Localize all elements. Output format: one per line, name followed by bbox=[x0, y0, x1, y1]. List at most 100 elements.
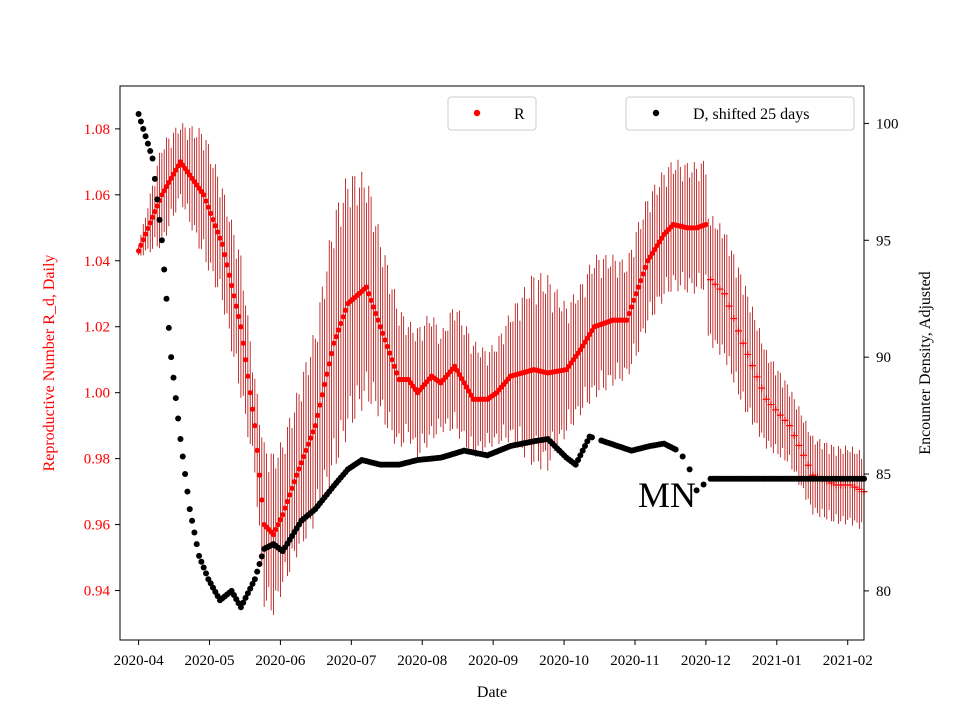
r-point bbox=[217, 235, 223, 241]
r-projected-point bbox=[730, 314, 738, 322]
d-point bbox=[193, 541, 200, 548]
legend-r-box bbox=[447, 96, 537, 131]
d-point bbox=[172, 395, 179, 402]
r-point bbox=[315, 412, 321, 418]
r-point bbox=[377, 324, 383, 330]
r-point bbox=[389, 357, 395, 363]
r-point bbox=[454, 367, 460, 374]
r-point bbox=[252, 423, 258, 429]
r-point bbox=[233, 303, 239, 309]
d-point bbox=[147, 148, 154, 155]
legend-d-label: D, shifted 25 days bbox=[693, 106, 809, 123]
r-projected-point bbox=[790, 432, 798, 440]
r-projected-point bbox=[786, 422, 794, 430]
d-point bbox=[700, 481, 707, 488]
r-projected-point bbox=[767, 401, 775, 409]
r-projected-point bbox=[776, 411, 784, 419]
r-point bbox=[201, 192, 207, 198]
d-point bbox=[142, 133, 149, 140]
r-point bbox=[456, 371, 463, 378]
r-projected-point bbox=[734, 327, 742, 335]
r-point bbox=[205, 204, 211, 210]
d-point bbox=[144, 140, 151, 147]
r-point bbox=[173, 167, 179, 173]
r-point bbox=[154, 203, 160, 209]
r-projected-point bbox=[855, 485, 863, 493]
r-point bbox=[628, 304, 635, 310]
d-point bbox=[158, 237, 165, 244]
r-point bbox=[166, 179, 172, 186]
r-point bbox=[142, 231, 149, 237]
y-left-tick-label: 0.96 bbox=[84, 518, 111, 534]
y-left-tick-label: 1.02 bbox=[84, 320, 110, 336]
r-projected-point bbox=[795, 441, 803, 449]
r-point bbox=[319, 392, 325, 398]
r-point bbox=[136, 248, 142, 254]
d-point bbox=[251, 576, 258, 583]
r-point bbox=[652, 246, 658, 253]
x-tick-label: 2020-08 bbox=[397, 653, 447, 669]
r-point bbox=[649, 250, 656, 256]
r-point bbox=[635, 284, 642, 290]
r-point bbox=[626, 310, 632, 317]
annotation-mn: MN bbox=[638, 475, 696, 515]
r-point bbox=[163, 183, 170, 190]
r-projected-point bbox=[744, 350, 752, 358]
y-axis-left-title: Reproductive Number R_d, Daily bbox=[41, 255, 58, 472]
r-point bbox=[468, 392, 474, 398]
r-point bbox=[168, 175, 174, 181]
r-point bbox=[452, 363, 458, 369]
r-projected-point bbox=[711, 280, 719, 288]
r-point bbox=[303, 447, 309, 453]
y-right-tick-label: 90 bbox=[876, 350, 891, 366]
r-point bbox=[254, 447, 260, 453]
y-right-tick-label: 95 bbox=[876, 233, 891, 249]
r-point bbox=[222, 251, 228, 258]
r-point bbox=[375, 317, 381, 323]
r-point bbox=[273, 526, 279, 533]
r-point bbox=[147, 220, 153, 226]
r-point bbox=[210, 216, 216, 223]
r-point bbox=[466, 388, 472, 394]
r-point bbox=[382, 337, 388, 343]
d-point bbox=[254, 568, 261, 575]
d-point bbox=[256, 561, 263, 568]
r-point bbox=[638, 277, 644, 284]
d-point bbox=[186, 506, 193, 513]
y-left-tick-label: 1.00 bbox=[84, 386, 110, 402]
r-point bbox=[656, 239, 663, 245]
d-point bbox=[140, 125, 147, 132]
d-point bbox=[247, 585, 254, 592]
r-projected-point bbox=[772, 406, 780, 414]
r-point bbox=[256, 472, 263, 478]
r-point bbox=[380, 330, 386, 336]
legend-d-marker bbox=[652, 109, 660, 117]
r-point bbox=[370, 304, 377, 310]
r-point bbox=[277, 517, 284, 523]
d-point bbox=[575, 457, 582, 464]
r-point bbox=[212, 223, 218, 229]
r-point bbox=[331, 340, 337, 346]
y-left-tick-label: 1.04 bbox=[84, 254, 111, 270]
r-point bbox=[270, 531, 277, 538]
r-point bbox=[363, 284, 370, 290]
r-point bbox=[461, 380, 467, 386]
r-point bbox=[224, 262, 230, 268]
r-point bbox=[340, 314, 346, 320]
x-tick-label: 2020-07 bbox=[326, 653, 376, 669]
r-point bbox=[138, 242, 144, 248]
r-point bbox=[280, 512, 286, 518]
d-point bbox=[249, 580, 256, 587]
r-point bbox=[149, 214, 156, 220]
r-point bbox=[342, 307, 349, 313]
x-tick-label: 2020-11 bbox=[610, 653, 659, 669]
d-point bbox=[149, 155, 156, 162]
r-point bbox=[312, 423, 318, 429]
r-point bbox=[249, 406, 256, 412]
d-point bbox=[588, 434, 595, 441]
plot-frame bbox=[119, 85, 865, 641]
x-tick-label: 2020-06 bbox=[255, 653, 305, 669]
r-point bbox=[582, 339, 588, 345]
r-point bbox=[284, 498, 290, 505]
